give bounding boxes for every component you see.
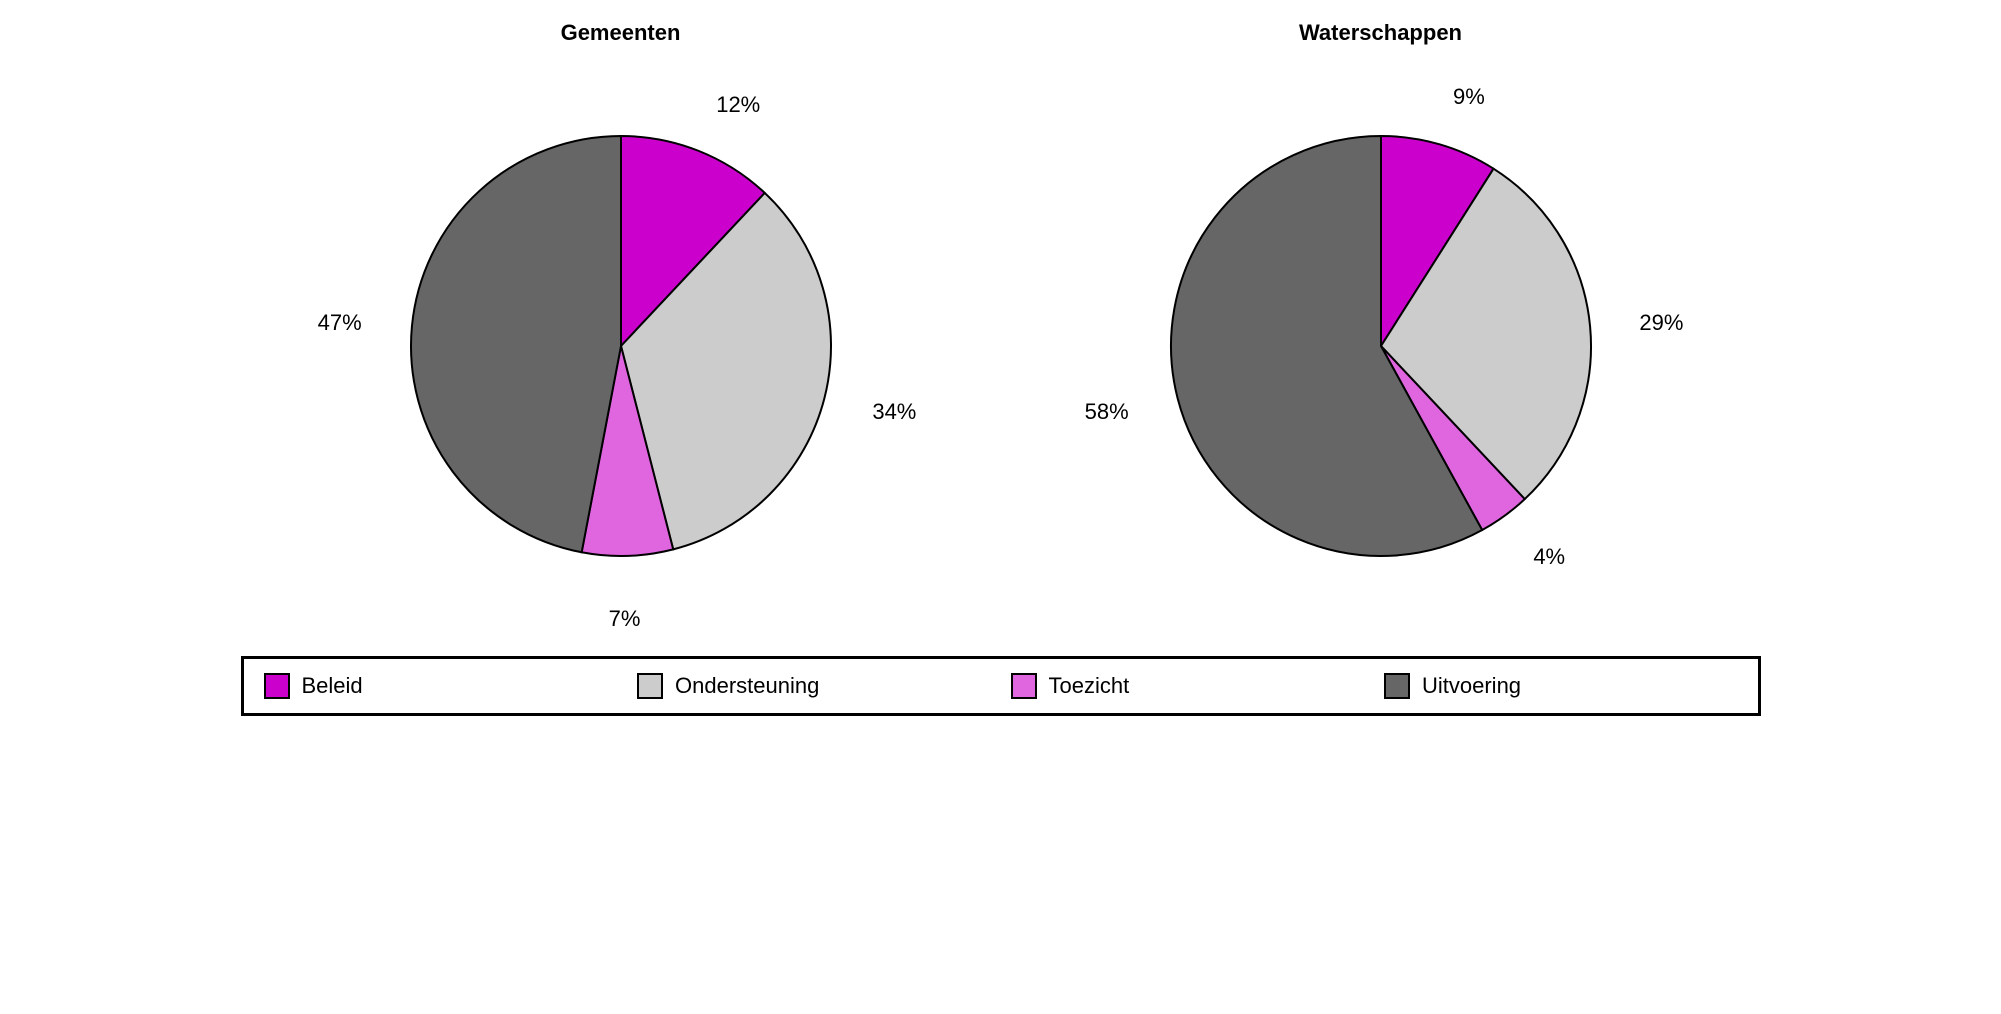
legend-label: Ondersteuning xyxy=(675,673,819,699)
pie-svg xyxy=(341,66,901,626)
legend: Beleid Ondersteuning Toezicht Uitvoering xyxy=(241,656,1761,716)
slice-label: 58% xyxy=(1085,399,1129,425)
legend-swatch xyxy=(1384,673,1410,699)
slice-label: 4% xyxy=(1533,544,1565,570)
slice-label: 12% xyxy=(716,92,760,118)
pie-svg xyxy=(1101,66,1661,626)
charts-row: Gemeenten 12%34%7%47% Waterschappen 9% 29% 4%… xyxy=(241,20,1761,626)
chart-title: Waterschappen xyxy=(1299,20,1462,46)
legend-label: Beleid xyxy=(302,673,363,699)
slice-label: 29% xyxy=(1639,310,1683,336)
pie-container: 9%29%4%58% xyxy=(1101,66,1661,626)
slice-label: 7% xyxy=(609,606,641,632)
legend-item: Ondersteuning xyxy=(637,673,991,699)
legend-swatch xyxy=(637,673,663,699)
legend-label: Uitvoering xyxy=(1422,673,1521,699)
legend-label: Toezicht xyxy=(1049,673,1130,699)
legend-item: Uitvoering xyxy=(1384,673,1738,699)
chart-wrapper: Waterschappen 9% 29% 4% 58% xyxy=(1001,20,1761,626)
slice-label: 34% xyxy=(872,399,916,425)
legend-item: Toezicht xyxy=(1011,673,1365,699)
legend-swatch xyxy=(264,673,290,699)
chart-wrapper: Gemeenten 12%34%7%47% xyxy=(241,20,1001,626)
slice-label: 9% xyxy=(1453,84,1485,110)
legend-swatch xyxy=(1011,673,1037,699)
legend-item: Beleid xyxy=(264,673,618,699)
pie-container: 12%34%7%47% xyxy=(341,66,901,626)
pie-slice xyxy=(410,136,620,552)
slice-label: 47% xyxy=(318,310,362,336)
chart-container: Gemeenten12%34%7%47%Waterschappen9%29%4%… xyxy=(241,20,1761,716)
chart-title: Gemeenten xyxy=(561,20,681,46)
